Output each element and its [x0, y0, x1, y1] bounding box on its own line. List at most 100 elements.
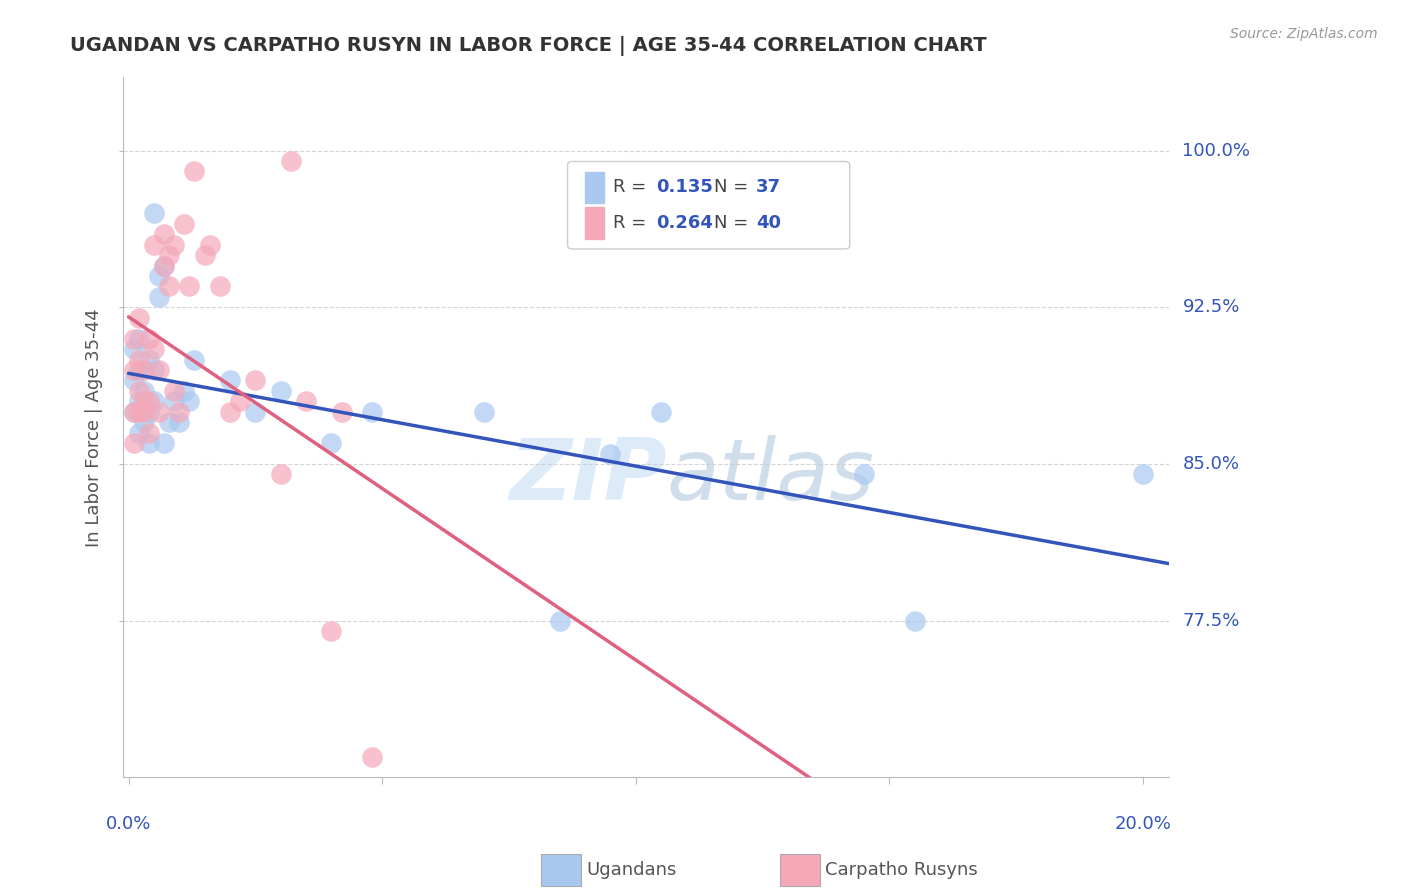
Point: [148, 268, 170, 283]
Point: [128, 425, 150, 440]
Point: [132, 405, 155, 419]
Point: [599, 447, 621, 461]
Point: [361, 749, 384, 764]
Point: [650, 405, 672, 419]
Point: [128, 363, 150, 377]
Point: [138, 352, 160, 367]
Point: [472, 405, 495, 419]
Point: [163, 237, 186, 252]
Point: [295, 394, 318, 409]
Point: [853, 467, 876, 482]
Text: atlas: atlas: [666, 435, 875, 518]
Point: [132, 384, 155, 398]
Point: [122, 374, 145, 388]
Text: 0.0%: 0.0%: [105, 815, 152, 833]
Text: 77.5%: 77.5%: [1182, 612, 1240, 630]
Point: [548, 614, 571, 628]
Point: [173, 217, 195, 231]
Text: 40: 40: [755, 214, 780, 232]
Text: ZIP: ZIP: [509, 435, 666, 518]
Point: [142, 394, 165, 409]
Text: 92.5%: 92.5%: [1182, 298, 1240, 317]
Point: [183, 352, 205, 367]
Text: 85.0%: 85.0%: [1182, 455, 1240, 473]
Point: [122, 363, 145, 377]
Point: [163, 394, 186, 409]
Point: [128, 394, 150, 409]
Point: [167, 415, 190, 429]
Point: [229, 394, 252, 409]
Point: [148, 363, 170, 377]
Point: [153, 227, 176, 242]
Point: [122, 405, 145, 419]
Point: [128, 332, 150, 346]
Point: [128, 310, 150, 325]
Point: [208, 279, 231, 293]
Text: R =: R =: [613, 178, 651, 196]
Point: [122, 405, 145, 419]
Text: 0.135: 0.135: [657, 178, 713, 196]
Bar: [585, 172, 605, 203]
Point: [138, 436, 160, 450]
Text: 37: 37: [755, 178, 780, 196]
Point: [142, 363, 165, 377]
Text: Ugandans: Ugandans: [586, 861, 676, 879]
Text: Carpatho Rusyns: Carpatho Rusyns: [825, 861, 979, 879]
Point: [122, 342, 145, 356]
Point: [148, 405, 170, 419]
Point: [142, 342, 165, 356]
Point: [157, 279, 180, 293]
Text: 100.0%: 100.0%: [1182, 142, 1250, 160]
Point: [153, 436, 176, 450]
Point: [153, 259, 176, 273]
Point: [142, 237, 165, 252]
Point: [270, 467, 292, 482]
Point: [321, 436, 343, 450]
Point: [245, 374, 267, 388]
Point: [904, 614, 927, 628]
Point: [245, 405, 267, 419]
Point: [219, 374, 242, 388]
Point: [167, 405, 190, 419]
Y-axis label: In Labor Force | Age 35-44: In Labor Force | Age 35-44: [86, 308, 103, 547]
Point: [173, 384, 195, 398]
Text: N =: N =: [714, 178, 754, 196]
Point: [128, 405, 150, 419]
Point: [132, 394, 155, 409]
Point: [270, 384, 292, 398]
Point: [361, 405, 384, 419]
Point: [132, 363, 155, 377]
Point: [132, 415, 155, 429]
Point: [163, 384, 186, 398]
Point: [138, 394, 160, 409]
Point: [179, 279, 201, 293]
Point: [219, 405, 242, 419]
Text: Source: ZipAtlas.com: Source: ZipAtlas.com: [1230, 27, 1378, 41]
Point: [122, 436, 145, 450]
Point: [183, 164, 205, 178]
Point: [157, 248, 180, 262]
Point: [321, 624, 343, 639]
FancyBboxPatch shape: [568, 161, 849, 249]
Point: [198, 237, 221, 252]
Point: [280, 154, 302, 169]
Point: [157, 415, 180, 429]
Point: [138, 425, 160, 440]
Point: [330, 405, 353, 419]
Point: [142, 206, 165, 220]
Point: [128, 384, 150, 398]
Point: [128, 352, 150, 367]
Text: 20.0%: 20.0%: [1115, 815, 1171, 833]
Point: [138, 405, 160, 419]
Point: [122, 332, 145, 346]
Point: [179, 394, 201, 409]
Point: [138, 332, 160, 346]
Text: R =: R =: [613, 214, 651, 232]
Point: [194, 248, 217, 262]
Point: [153, 259, 176, 273]
Text: N =: N =: [714, 214, 754, 232]
Text: 0.264: 0.264: [657, 214, 713, 232]
Text: UGANDAN VS CARPATHO RUSYN IN LABOR FORCE | AGE 35-44 CORRELATION CHART: UGANDAN VS CARPATHO RUSYN IN LABOR FORCE…: [70, 36, 987, 55]
Bar: [585, 207, 605, 239]
Point: [148, 290, 170, 304]
